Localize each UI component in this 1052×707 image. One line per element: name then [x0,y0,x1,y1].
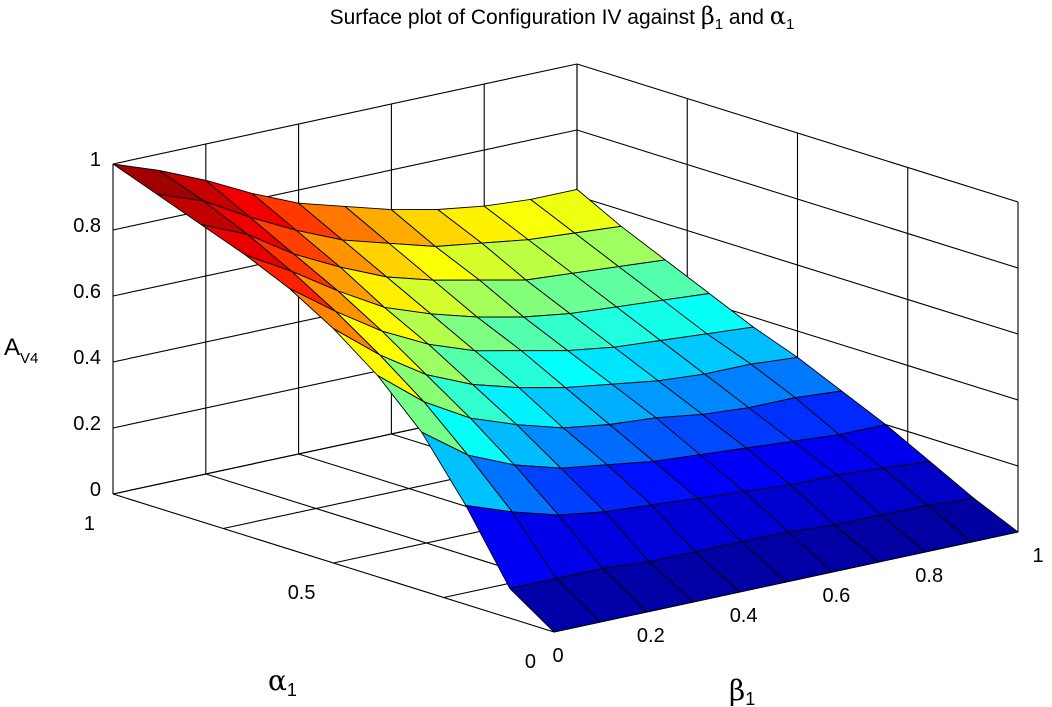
z-tick-label: 0.6 [73,281,101,303]
z-tick-label: 0.4 [73,347,101,369]
z-axis-label-main: A [4,334,20,361]
surface-mesh [112,163,1019,633]
z-tick-label: 0.2 [73,413,101,435]
side-wall-grid-line [576,195,1019,335]
side-wall-grid-line [576,63,1019,203]
x-axis-label-symbol: β [729,674,745,707]
y-tick-label: 0.5 [288,582,316,604]
y-tick-label: 1 [84,513,95,535]
y-axis-label-symbol: α [268,664,287,697]
x-axis-label: β1 [729,674,755,707]
x-tick-label: 0.6 [822,585,850,607]
surface-patch [927,497,1019,543]
side-wall-grid-line [576,129,1019,269]
z-tick-label: 0 [90,479,101,501]
back-wall-grid-line [112,63,578,165]
chart-title-alpha-sub: 1 [786,16,794,33]
chart-title-alpha: α [770,2,786,30]
chart-title-beta-sub: 1 [715,16,723,33]
y-axis-label-sub: 1 [287,680,297,700]
chart-title: Surface plot of Configuration IV against… [330,2,795,33]
x-tick-label: 1 [1032,545,1043,567]
chart-title-prefix: Surface plot of Configuration IV against [330,6,701,29]
y-tick-label: 0 [525,651,536,673]
x-tick-label: 0 [552,645,563,667]
z-axis-label-sub: V4 [20,350,38,367]
x-tick-label: 0.4 [730,605,758,627]
chart-title-beta: β [701,2,715,30]
z-tick-label: 0.8 [73,215,101,237]
x-tick-label: 0.8 [915,565,943,587]
x-axis-label-sub: 1 [745,689,755,707]
y-axis-label: α1 [268,664,297,700]
axis-ticks: 0 0.2 0.4 0.6 0.8 1 0 0.2 0.4 0.6 0.8 1 0 0.5 1 [73,149,1043,673]
z-axis-label: AV4 [4,334,38,367]
z-tick-label: 1 [90,149,101,171]
chart-title-and: and [723,6,770,29]
x-tick-label: 0.2 [637,625,665,647]
